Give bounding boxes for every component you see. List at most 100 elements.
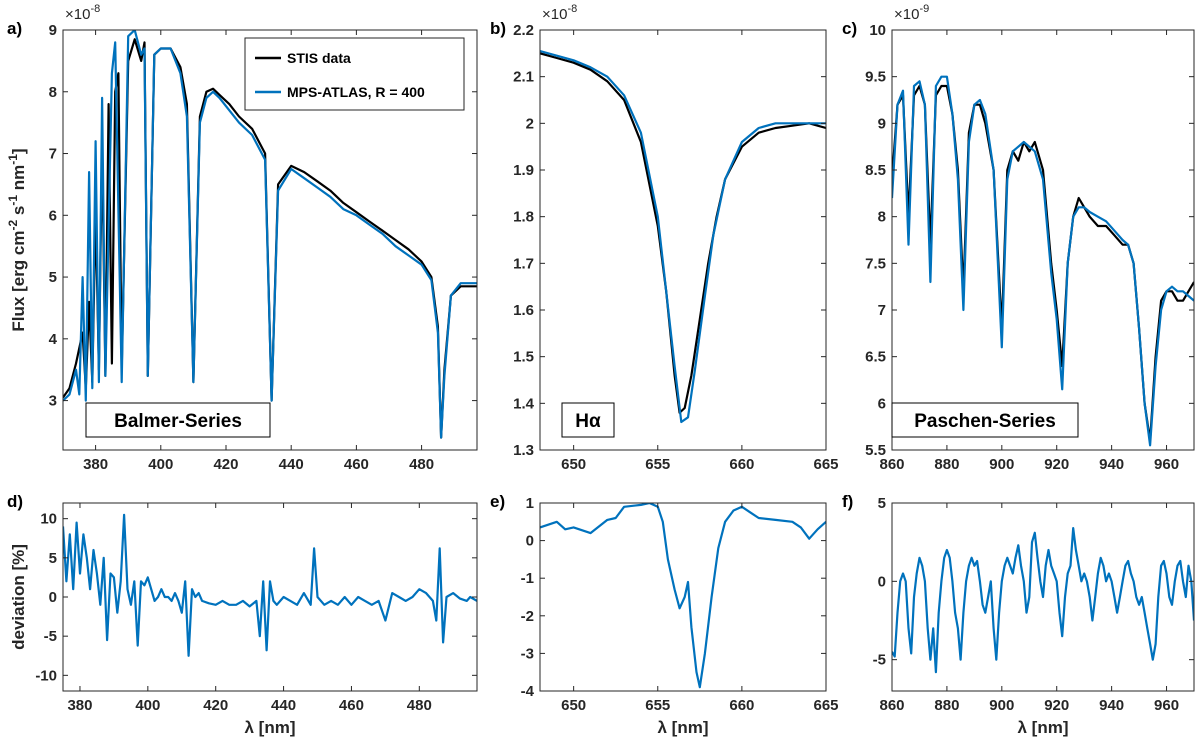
y-tick-label: -5: [873, 652, 886, 669]
y-tick-label: 1: [526, 495, 534, 512]
x-tick-label: 860: [879, 456, 904, 473]
y-tick-label: 5: [49, 269, 57, 286]
y-tick-label: 2: [526, 115, 534, 132]
axis-exponent: ×10-8: [542, 3, 577, 23]
panel-c: 860 880 900 920 940 960 5.5 6 6.5 7 7.5 8 8.5 9 9.5 10 c…: [842, 3, 1195, 473]
panel-label: a): [7, 19, 22, 38]
y-tick-label: -5: [44, 628, 57, 645]
y-tick-label: 6.5: [865, 349, 886, 366]
annotation-box: [85, 402, 271, 438]
x-tick-label: 380: [83, 456, 108, 473]
plot-area: [540, 30, 826, 450]
x-tick-label: 460: [339, 697, 364, 714]
x-tick-label: 940: [1099, 697, 1124, 714]
x-tick-label: 900: [989, 697, 1014, 714]
y-tick-label: -2: [521, 608, 534, 625]
x-tick-label: 920: [1044, 456, 1069, 473]
series-line-deviation: [540, 503, 826, 689]
x-tick-label: 460: [344, 456, 369, 473]
y-tick-label: 6: [49, 207, 57, 224]
x-tick-label: 665: [813, 697, 838, 714]
y-tick-label: 9.5: [865, 69, 886, 86]
y-tick-label: 8.5: [865, 162, 886, 179]
x-axis-label: λ [nm]: [1018, 718, 1069, 737]
axes-box: [62, 29, 478, 451]
panel-label: d): [7, 492, 23, 511]
series-line-deviation: [63, 513, 477, 657]
y-tick-label: -3: [521, 645, 534, 662]
y-tick-label: 8: [49, 84, 57, 101]
series-line-stis: [540, 52, 826, 414]
series-line-model: [540, 49, 826, 424]
y-tick-label: 0: [526, 533, 534, 550]
y-tick-label: 1.5: [513, 349, 534, 366]
y-tick-label: 7.5: [865, 255, 886, 272]
x-tick-label: 655: [645, 456, 670, 473]
x-tick-label: 920: [1044, 697, 1069, 714]
y-tick-label: 5: [878, 495, 886, 512]
x-axis-label: λ [nm]: [245, 718, 296, 737]
axis-exponent: ×10-8: [65, 3, 100, 23]
x-tick-label: 400: [148, 456, 173, 473]
y-tick-label: 0: [49, 589, 57, 606]
y-tick-label: -10: [35, 667, 57, 684]
x-tick-label: 400: [135, 697, 160, 714]
series-line-deviation: [892, 527, 1194, 674]
x-tick-label: 655: [645, 697, 670, 714]
x-axis-label: λ [nm]: [658, 718, 709, 737]
y-tick-label: 2.1: [513, 69, 534, 86]
panel-label: c): [842, 19, 857, 38]
x-tick-label: 900: [989, 456, 1014, 473]
panel-f: 860 880 900 920 940 960 -5 0 5 f) λ [nm]: [842, 492, 1195, 737]
annotation-label: Paschen-Series: [914, 411, 1056, 432]
panel-d: 380 400 420 440 460 480 -10 -5 0 5 10 d) λ [nm] devia…: [7, 492, 478, 737]
x-tick-label: 380: [67, 697, 92, 714]
y-tick-label: 6: [878, 395, 886, 412]
y-tick-label: 9: [878, 115, 886, 132]
x-tick-label: 650: [561, 697, 586, 714]
y-axis-label: Flux [erg cm-2 s-1 nm-1]: [6, 148, 28, 331]
y-tick-label: 1.3: [513, 442, 534, 459]
axes-box: [539, 502, 827, 692]
panel-b: 650 655 660 665 1.3 1.4 1.5 1.6 1.7 1.8 1.9 2 2.1 2.2…: [490, 3, 839, 473]
series-line-model: [892, 75, 1194, 447]
y-tick-label: 10: [40, 511, 57, 528]
x-tick-label: 420: [203, 697, 228, 714]
panel-label: e): [490, 492, 505, 511]
panel-label: f): [842, 492, 853, 511]
legend-label: MPS-ATLAS, R = 400: [287, 84, 425, 100]
x-tick-label: 480: [409, 456, 434, 473]
annotation-label: Balmer-Series: [114, 411, 242, 432]
x-tick-label: 480: [407, 697, 432, 714]
x-tick-label: 880: [934, 697, 959, 714]
y-tick-label: 0: [878, 573, 886, 590]
series-line-model: [63, 30, 477, 439]
axes-box: [891, 502, 1195, 692]
y-tick-label: 4: [49, 331, 58, 348]
x-tick-label: 860: [879, 697, 904, 714]
panel-e: 650 655 660 665 -4 -3 -2 -1 0 1 e) λ [nm]: [490, 492, 839, 737]
x-tick-label: 650: [561, 456, 586, 473]
x-tick-label: 440: [279, 456, 304, 473]
axes-box: [891, 29, 1195, 451]
y-tick-label: 2.2: [513, 22, 534, 39]
x-tick-label: 440: [271, 697, 296, 714]
y-tick-label: 1.9: [513, 162, 534, 179]
y-tick-label: 1.6: [513, 302, 534, 319]
x-tick-label: 660: [729, 697, 754, 714]
panel-a: 380 400 420 440 460 480 3 4 5 6 7 8 9 a) ×10-8 Flux [er…: [6, 3, 478, 473]
y-tick-label: 10: [869, 22, 886, 39]
y-tick-label: 1.7: [513, 255, 534, 272]
x-tick-label: 420: [213, 456, 238, 473]
x-tick-label: 665: [813, 456, 838, 473]
legend-label: STIS data: [287, 50, 351, 66]
axes-box: [539, 29, 827, 451]
x-tick-label: 960: [1154, 456, 1179, 473]
y-tick-label: 9: [49, 22, 57, 39]
y-tick-label: 1.8: [513, 209, 534, 226]
x-tick-label: 660: [729, 456, 754, 473]
x-tick-label: 940: [1099, 456, 1124, 473]
legend-box: [244, 37, 465, 111]
y-tick-label: 7: [49, 146, 57, 163]
